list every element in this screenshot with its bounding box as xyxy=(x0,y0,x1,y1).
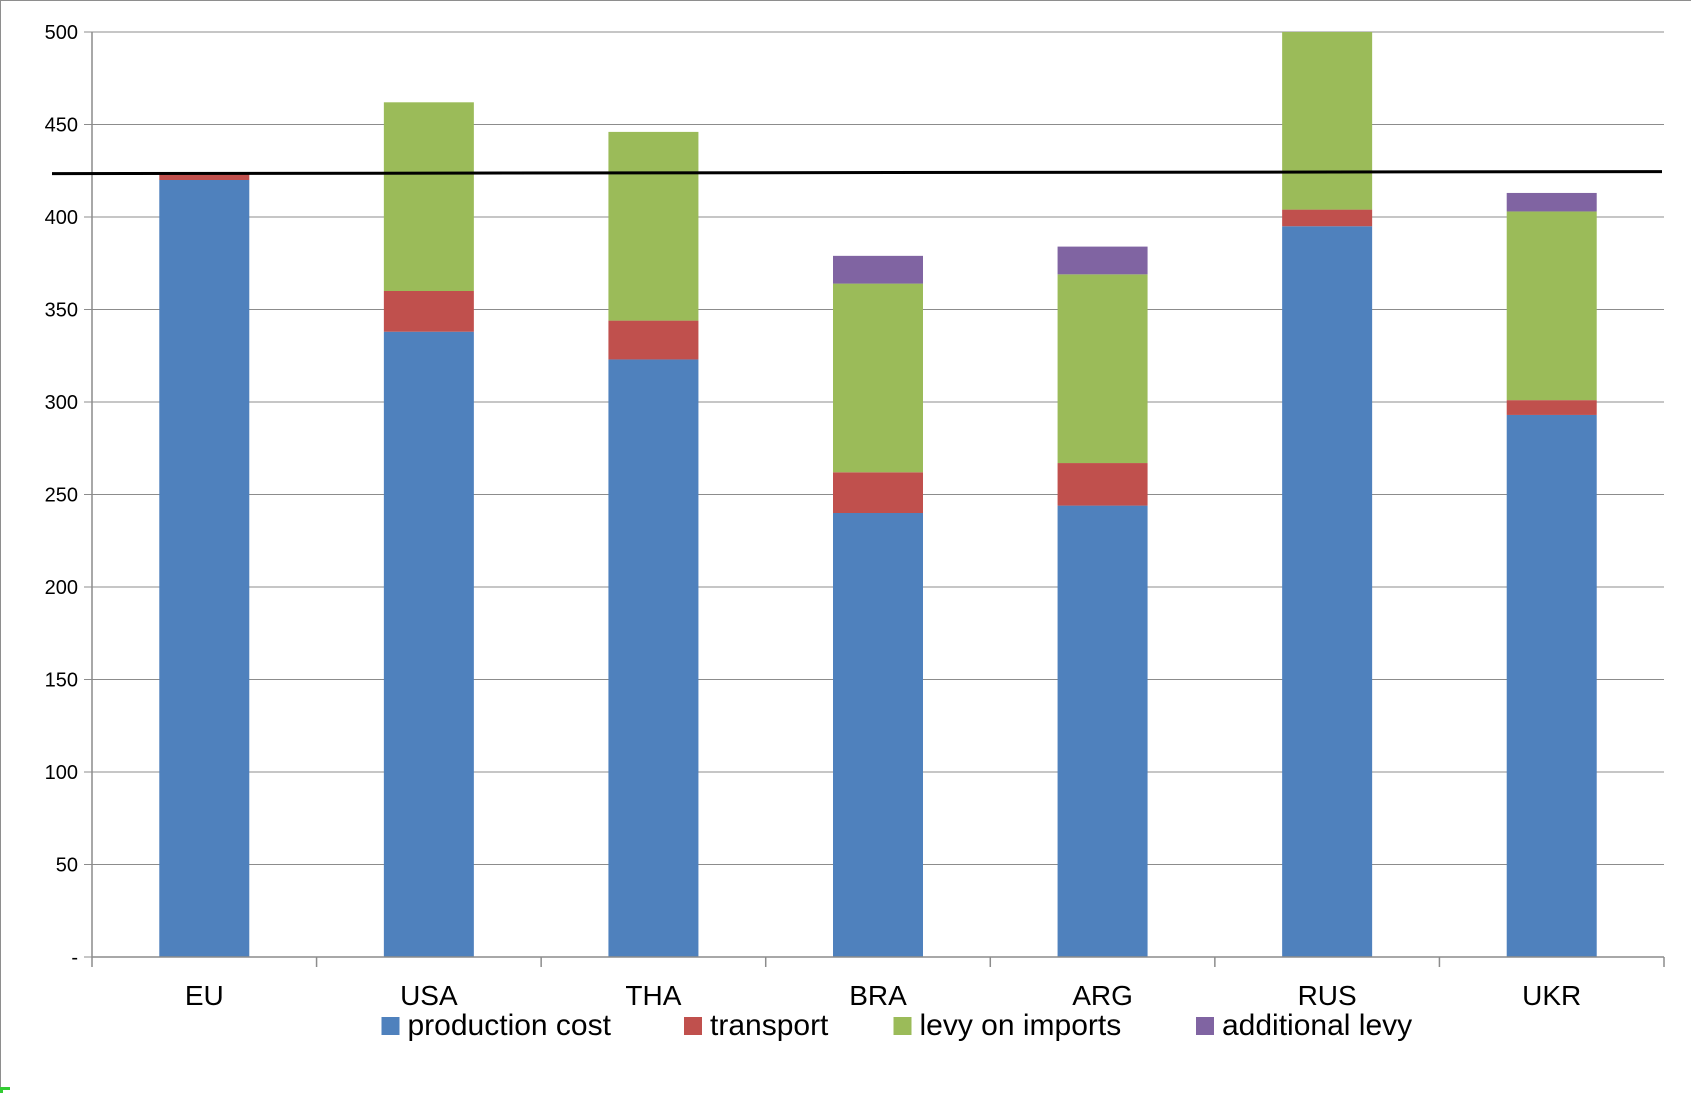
y-tick-label-0: - xyxy=(71,947,78,969)
x-tick-label-rus: RUS xyxy=(1298,980,1357,1011)
bar-usa-transport xyxy=(383,291,474,332)
legend-swatch-additional-levy xyxy=(1196,1017,1214,1035)
bar-ukr-levy-on-imports xyxy=(1506,211,1597,401)
legend-swatch-levy-on-imports xyxy=(893,1017,912,1035)
x-tick-label-bra: BRA xyxy=(849,980,907,1011)
bar-arg-levy-on-imports xyxy=(1057,274,1148,464)
y-tick-label-50: 50 xyxy=(56,855,78,877)
bar-bra-additional-levy xyxy=(833,255,923,284)
bar-rus-production-cost xyxy=(1282,226,1373,957)
y-tick-label-300: 300 xyxy=(45,392,78,414)
legend-swatch-transport xyxy=(684,1017,702,1035)
bar-bra-levy-on-imports xyxy=(833,283,923,473)
x-tick-label-usa: USA xyxy=(400,980,458,1011)
bar-eu-production-cost xyxy=(159,180,250,957)
bar-tha-production-cost xyxy=(608,359,699,957)
bar-rus-transport xyxy=(1282,209,1373,227)
bar-tha-transport xyxy=(608,320,699,360)
reference-line-group xyxy=(51,170,1663,176)
legend: production cost transport levy on imports a… xyxy=(381,1009,1412,1042)
bar-ukr-additional-levy xyxy=(1506,192,1597,212)
y-tick-label-500: 500 xyxy=(45,22,78,44)
y-tick-label-250: 250 xyxy=(45,485,78,507)
bar-ukr-production-cost xyxy=(1506,414,1597,957)
bar-usa-production-cost xyxy=(383,331,474,957)
legend-label-additional-levy: additional levy xyxy=(1222,1009,1412,1042)
bar-bra-production-cost xyxy=(833,513,923,957)
x-tick-label-ukr: UKR xyxy=(1522,980,1581,1011)
bar-bra-transport xyxy=(833,472,923,513)
legend-swatch-production-cost xyxy=(381,1017,400,1035)
axis-labels: - 50 100 150 200 250 300 350 400 450 500 EU USA THA BR… xyxy=(45,22,1582,1011)
bar-usa-levy-on-imports xyxy=(383,102,474,291)
corner-selection-mark xyxy=(0,1087,10,1093)
bars xyxy=(159,32,1597,957)
bar-eu-transport xyxy=(159,172,250,180)
x-tick-label-arg: ARG xyxy=(1072,980,1133,1011)
y-tick-label-100: 100 xyxy=(45,762,78,784)
y-tick-label-400: 400 xyxy=(45,207,78,229)
bar-ukr-transport xyxy=(1506,400,1597,415)
y-tick-label-150: 150 xyxy=(45,670,78,692)
y-tick-label-450: 450 xyxy=(45,115,78,137)
bar-arg-production-cost xyxy=(1057,505,1148,957)
legend-label-levy-on-imports: levy on imports xyxy=(920,1009,1122,1042)
legend-label-production-cost: production cost xyxy=(408,1009,612,1042)
y-tick-label-350: 350 xyxy=(45,300,78,322)
y-tick-label-200: 200 xyxy=(45,577,78,599)
bar-rus-levy-on-imports xyxy=(1282,32,1373,210)
reference-line xyxy=(51,170,1663,176)
x-tick-label-tha: THA xyxy=(625,980,681,1011)
bar-tha-levy-on-imports xyxy=(608,131,699,321)
x-tick-label-eu: EU xyxy=(185,980,224,1011)
axes xyxy=(84,31,1665,967)
bar-arg-additional-levy xyxy=(1057,246,1148,275)
bar-arg-transport xyxy=(1057,463,1148,506)
legend-label-transport: transport xyxy=(710,1009,829,1042)
